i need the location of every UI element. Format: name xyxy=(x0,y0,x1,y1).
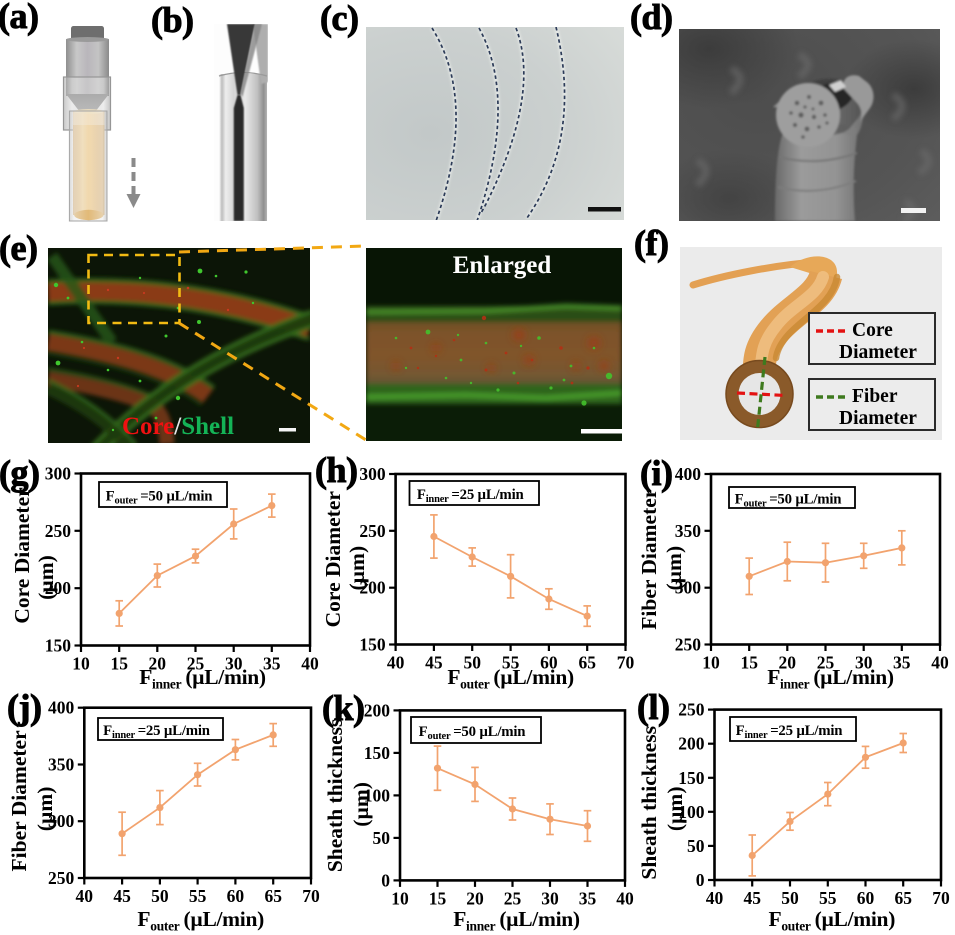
svg-text:35: 35 xyxy=(263,654,281,674)
svg-text:250: 250 xyxy=(48,868,75,888)
svg-text:40: 40 xyxy=(76,886,94,906)
svg-text:150: 150 xyxy=(359,635,386,655)
svg-text:400: 400 xyxy=(675,464,702,484)
svg-text:300: 300 xyxy=(48,811,75,831)
svg-text:50: 50 xyxy=(373,828,391,848)
svg-text:15: 15 xyxy=(740,653,758,673)
svg-text:Fouter (µL/min): Fouter (µL/min) xyxy=(137,907,264,934)
svg-text:(µm): (µm) xyxy=(662,546,686,591)
svg-text:10: 10 xyxy=(391,888,409,908)
svg-text:10: 10 xyxy=(702,653,720,673)
svg-text:Fouter =50 µL/min: Fouter =50 µL/min xyxy=(419,724,526,742)
svg-text:100: 100 xyxy=(364,785,391,805)
svg-text:200: 200 xyxy=(45,578,72,598)
svg-text:300: 300 xyxy=(675,578,702,598)
svg-text:65: 65 xyxy=(578,653,596,673)
svg-text:40: 40 xyxy=(301,654,319,674)
svg-text:Diameter: Diameter xyxy=(839,342,917,363)
svg-text:(µm): (µm) xyxy=(33,787,57,832)
svg-text:Fiber Diameter: Fiber Diameter xyxy=(7,730,31,872)
svg-text:Core Diameter: Core Diameter xyxy=(321,491,345,628)
svg-text:0: 0 xyxy=(381,870,390,890)
svg-text:150: 150 xyxy=(678,768,705,788)
svg-text:0: 0 xyxy=(696,870,705,890)
svg-text:Sheath thickness: Sheath thickness xyxy=(637,726,661,880)
svg-text:Core/Shell: Core/Shell xyxy=(122,413,234,440)
svg-text:25: 25 xyxy=(817,653,835,673)
svg-text:60: 60 xyxy=(857,888,875,908)
svg-text:200: 200 xyxy=(359,578,386,598)
svg-text:Finner (µL/min): Finner (µL/min) xyxy=(453,907,580,934)
svg-text:(µm): (µm) xyxy=(345,546,369,591)
svg-text:35: 35 xyxy=(893,653,911,673)
svg-text:30: 30 xyxy=(855,653,873,673)
svg-text:45: 45 xyxy=(113,886,131,906)
svg-text:50: 50 xyxy=(151,886,169,906)
svg-text:55: 55 xyxy=(189,886,207,906)
svg-text:50: 50 xyxy=(687,836,705,856)
svg-text:15: 15 xyxy=(429,888,447,908)
svg-text:40: 40 xyxy=(931,653,949,673)
svg-text:10: 10 xyxy=(72,654,90,674)
svg-text:200: 200 xyxy=(678,734,705,754)
svg-text:300: 300 xyxy=(359,464,386,484)
svg-text:250: 250 xyxy=(678,700,705,720)
svg-text:65: 65 xyxy=(264,886,282,906)
svg-text:250: 250 xyxy=(45,521,72,541)
svg-text:70: 70 xyxy=(932,888,950,908)
svg-text:15: 15 xyxy=(110,654,128,674)
svg-text:50: 50 xyxy=(781,888,799,908)
svg-text:(µm): (µm) xyxy=(34,555,58,600)
svg-text:30: 30 xyxy=(225,654,243,674)
svg-text:350: 350 xyxy=(48,755,75,775)
svg-text:(µm): (µm) xyxy=(663,786,687,831)
svg-text:350: 350 xyxy=(675,521,702,541)
svg-text:Core Diameter: Core Diameter xyxy=(10,487,34,624)
svg-text:250: 250 xyxy=(359,521,386,541)
svg-text:70: 70 xyxy=(302,886,320,906)
svg-text:Enlarged: Enlarged xyxy=(453,252,552,279)
svg-text:Fouter (µL/min): Fouter (µL/min) xyxy=(769,907,896,934)
svg-text:400: 400 xyxy=(48,698,75,718)
svg-text:25: 25 xyxy=(187,654,205,674)
svg-text:Fiber: Fiber xyxy=(852,386,898,407)
svg-text:100: 100 xyxy=(678,802,705,822)
svg-text:25: 25 xyxy=(504,888,522,908)
svg-text:45: 45 xyxy=(425,653,443,673)
svg-text:Fiber Diameter: Fiber Diameter xyxy=(637,488,661,630)
svg-text:45: 45 xyxy=(743,888,761,908)
svg-text:60: 60 xyxy=(227,886,245,906)
svg-text:70: 70 xyxy=(617,653,635,673)
svg-text:250: 250 xyxy=(675,635,702,655)
svg-text:40: 40 xyxy=(387,653,405,673)
svg-text:150: 150 xyxy=(364,743,391,763)
svg-text:Diameter: Diameter xyxy=(839,408,917,429)
svg-text:Finner (µL/min): Finner (µL/min) xyxy=(767,665,894,692)
svg-text:40: 40 xyxy=(616,888,634,908)
svg-text:60: 60 xyxy=(540,653,558,673)
svg-text:30: 30 xyxy=(541,888,559,908)
svg-text:150: 150 xyxy=(45,636,72,656)
svg-text:20: 20 xyxy=(779,653,797,673)
svg-text:Finner =25 µL/min: Finner =25 µL/min xyxy=(103,723,210,741)
svg-text:20: 20 xyxy=(149,654,167,674)
svg-text:35: 35 xyxy=(579,888,597,908)
svg-text:65: 65 xyxy=(894,888,912,908)
svg-text:55: 55 xyxy=(819,888,837,908)
svg-text:200: 200 xyxy=(364,700,391,720)
svg-text:Finner =25 µL/min: Finner =25 µL/min xyxy=(417,487,524,505)
svg-text:20: 20 xyxy=(466,888,484,908)
svg-text:Finner (µL/min): Finner (µL/min) xyxy=(139,665,266,692)
svg-text:Sheath thickness: Sheath thickness xyxy=(323,719,347,873)
svg-text:300: 300 xyxy=(45,464,72,484)
svg-text:50: 50 xyxy=(463,653,481,673)
svg-text:Core: Core xyxy=(852,320,893,341)
svg-text:55: 55 xyxy=(502,653,520,673)
svg-text:40: 40 xyxy=(706,888,724,908)
svg-text:(µm): (µm) xyxy=(349,782,373,827)
